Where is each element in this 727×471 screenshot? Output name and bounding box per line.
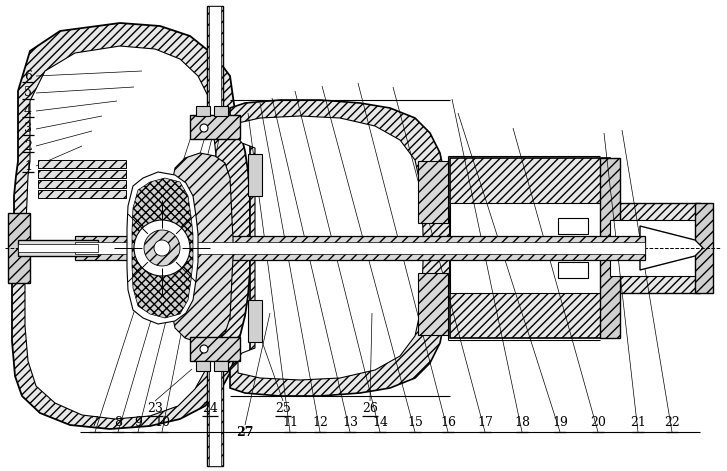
Bar	[558, 262, 588, 278]
Text: 1: 1	[24, 160, 32, 172]
Text: 4: 4	[24, 105, 32, 117]
Circle shape	[144, 230, 180, 266]
Polygon shape	[127, 172, 198, 324]
Bar	[196, 106, 210, 116]
Bar	[38, 190, 126, 198]
Bar	[600, 158, 620, 338]
Text: 22: 22	[664, 416, 680, 429]
Bar	[450, 203, 610, 293]
Bar	[248, 154, 262, 196]
Bar	[695, 203, 713, 293]
Text: 10: 10	[154, 416, 170, 429]
Bar	[610, 220, 700, 276]
Text: 15: 15	[407, 416, 423, 429]
Bar	[75, 236, 645, 260]
Text: 25: 25	[275, 403, 291, 415]
Bar	[209, 6, 221, 136]
Circle shape	[134, 220, 190, 276]
Bar	[209, 341, 221, 466]
Text: 3: 3	[24, 122, 32, 136]
Polygon shape	[167, 153, 233, 343]
Bar	[8, 213, 30, 283]
Bar	[214, 106, 228, 116]
Text: 20: 20	[590, 416, 606, 429]
Text: 24: 24	[202, 403, 218, 415]
Bar	[75, 242, 645, 254]
Text: 23: 23	[147, 403, 163, 415]
Text: 5: 5	[24, 87, 32, 99]
Text: 21: 21	[630, 416, 646, 429]
Bar	[190, 115, 240, 139]
Bar	[418, 273, 448, 335]
Text: 2: 2	[24, 139, 32, 153]
Text: 9: 9	[134, 416, 142, 429]
Bar	[610, 203, 700, 293]
Bar	[196, 361, 210, 371]
Polygon shape	[238, 116, 423, 380]
Bar	[248, 300, 262, 342]
Bar	[38, 180, 126, 188]
Circle shape	[200, 124, 208, 132]
Text: 19: 19	[552, 416, 568, 429]
Circle shape	[154, 240, 170, 256]
Text: 16: 16	[440, 416, 456, 429]
Text: 8: 8	[114, 416, 122, 429]
Text: 14: 14	[372, 416, 388, 429]
Text: 13: 13	[342, 416, 358, 429]
Bar	[207, 6, 223, 136]
Polygon shape	[132, 178, 193, 318]
Bar	[38, 160, 126, 168]
Bar	[190, 337, 240, 361]
Polygon shape	[25, 46, 220, 419]
Bar	[38, 170, 126, 178]
Text: 27: 27	[236, 427, 254, 439]
Text: 12: 12	[312, 416, 328, 429]
Circle shape	[200, 345, 208, 353]
Text: 18: 18	[514, 416, 530, 429]
Bar	[214, 361, 228, 371]
Text: 6: 6	[24, 70, 32, 82]
Bar	[18, 240, 98, 256]
Text: 7: 7	[91, 416, 99, 429]
Polygon shape	[230, 100, 450, 396]
Bar	[418, 161, 448, 223]
Bar	[18, 244, 98, 252]
Polygon shape	[12, 23, 250, 429]
Text: 11: 11	[282, 416, 298, 429]
Bar	[558, 218, 588, 234]
Bar	[450, 158, 610, 338]
Polygon shape	[640, 226, 703, 270]
Text: 17: 17	[477, 416, 493, 429]
Bar	[207, 341, 223, 466]
Text: 26: 26	[362, 403, 378, 415]
